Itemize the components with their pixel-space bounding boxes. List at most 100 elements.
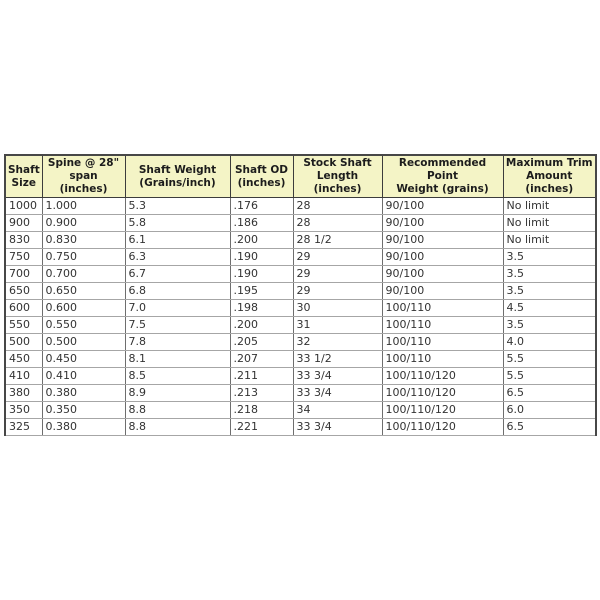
table-cell: 100/110 [381, 299, 504, 317]
table-cell: 0.700 [41, 265, 126, 283]
table-row: 600 0.600 7.0.198 30 100/110 4.5 [4, 299, 597, 317]
table-cell: 830 [4, 231, 43, 249]
table-row: 380 0.380 8.9.213 33 3/4 100/110/120 6.5 [4, 384, 597, 402]
table-cell: 0.410 [41, 367, 126, 385]
table-cell: 90/100 [381, 214, 504, 232]
column-header-shaft-weight: Shaft Weight (Grains/inch) [124, 154, 231, 198]
table-row: 700 0.700 6.7.190 29 90/100 3.5 [4, 265, 597, 283]
table-cell: 1000 [4, 197, 43, 215]
table-cell: 30 [292, 299, 383, 317]
table-cell: 8.8 [124, 401, 231, 419]
table-cell: 900 [4, 214, 43, 232]
table-cell: 29 [292, 265, 383, 283]
table-cell: 600 [4, 299, 43, 317]
table-row: 500 0.500 7.8.205 32 100/110 4.0 [4, 333, 597, 351]
table-cell: .207 [229, 350, 294, 368]
table-cell: 0.650 [41, 282, 126, 300]
table-cell: No limit [502, 231, 597, 249]
table-cell: .221 [229, 418, 294, 436]
table-cell: 3.5 [502, 248, 597, 266]
table-cell: 0.350 [41, 401, 126, 419]
table-row: 410 0.410 8.5.211 33 3/4 100/110/120 5.5 [4, 367, 597, 385]
table-cell: 7.5 [124, 316, 231, 334]
table-cell: 100/110 [381, 333, 504, 351]
table-cell: 6.5 [502, 384, 597, 402]
table-cell: 29 [292, 282, 383, 300]
table-cell: 500 [4, 333, 43, 351]
table-cell: 100/110/120 [381, 418, 504, 436]
table-body: 1000 1.000 5.3.176 28 90/100 No limit 900 0.900… [4, 197, 597, 436]
table-cell: 3.5 [502, 265, 597, 283]
table-cell: 0.450 [41, 350, 126, 368]
column-header-stock-shaft-length: Stock Shaft Length (inches) [292, 154, 383, 198]
table-cell: 0.550 [41, 316, 126, 334]
table-cell: 5.5 [502, 367, 597, 385]
table-header-row: Shaft Size Spine @ 28" span (inches) Sha… [4, 154, 597, 198]
table-row: 750 0.750 6.3.190 29 90/100 3.5 [4, 248, 597, 266]
table-cell: 650 [4, 282, 43, 300]
table-header: Shaft Size Spine @ 28" span (inches) Sha… [4, 154, 597, 198]
column-header-spine: Spine @ 28" span (inches) [41, 154, 126, 198]
table-row: 900 0.900 5.8.186 28 90/100 No limit [4, 214, 597, 232]
table-cell: .190 [229, 265, 294, 283]
table-cell: 3.5 [502, 316, 597, 334]
table-cell: 100/110/120 [381, 384, 504, 402]
table-cell: .195 [229, 282, 294, 300]
table-cell: 350 [4, 401, 43, 419]
table-cell: 0.750 [41, 248, 126, 266]
table-cell: 750 [4, 248, 43, 266]
table-cell: 0.500 [41, 333, 126, 351]
table-cell: .176 [229, 197, 294, 215]
shaft-spec-table-container: Shaft Size Spine @ 28" span (inches) Sha… [4, 154, 599, 436]
table-cell: .200 [229, 231, 294, 249]
table-cell: 100/110 [381, 350, 504, 368]
column-header-shaft-od: Shaft OD (inches) [229, 154, 294, 198]
table-cell: 5.5 [502, 350, 597, 368]
table-cell: 6.1 [124, 231, 231, 249]
table-cell: 100/110 [381, 316, 504, 334]
table-cell: 8.8 [124, 418, 231, 436]
table-row: 450 0.450 8.1.207 33 1/2 100/110 5.5 [4, 350, 597, 368]
table-cell: 380 [4, 384, 43, 402]
table-cell: 33 3/4 [292, 384, 383, 402]
table-cell: 0.380 [41, 384, 126, 402]
table-row: 550 0.550 7.5.200 31 100/110 3.5 [4, 316, 597, 334]
table-cell: 7.8 [124, 333, 231, 351]
table-cell: 3.5 [502, 282, 597, 300]
table-cell: No limit [502, 214, 597, 232]
table-cell: .218 [229, 401, 294, 419]
table-cell: 410 [4, 367, 43, 385]
table-cell: 4.0 [502, 333, 597, 351]
table-cell: 28 [292, 214, 383, 232]
table-cell: 6.8 [124, 282, 231, 300]
table-cell: 450 [4, 350, 43, 368]
table-row: 325 0.380 8.8.221 33 3/4 100/110/120 6.5 [4, 418, 597, 436]
table-cell: 6.5 [502, 418, 597, 436]
table-cell: .205 [229, 333, 294, 351]
table-cell: No limit [502, 197, 597, 215]
table-cell: 5.3 [124, 197, 231, 215]
table-cell: 32 [292, 333, 383, 351]
table-cell: 325 [4, 418, 43, 436]
table-cell: 8.9 [124, 384, 231, 402]
table-cell: 0.900 [41, 214, 126, 232]
table-cell: 28 [292, 197, 383, 215]
table-row: 350 0.350 8.8.218 34 100/110/120 6.0 [4, 401, 597, 419]
table-cell: 90/100 [381, 282, 504, 300]
table-cell: 31 [292, 316, 383, 334]
table-cell: 6.0 [502, 401, 597, 419]
table-cell: .200 [229, 316, 294, 334]
table-cell: 29 [292, 248, 383, 266]
table-cell: 6.7 [124, 265, 231, 283]
table-cell: 550 [4, 316, 43, 334]
table-cell: 1.000 [41, 197, 126, 215]
column-header-shaft-size: Shaft Size [4, 154, 43, 198]
table-row: 650 0.650 6.8.195 29 90/100 3.5 [4, 282, 597, 300]
table-cell: 6.3 [124, 248, 231, 266]
table-cell: 700 [4, 265, 43, 283]
table-cell: 0.380 [41, 418, 126, 436]
table-cell: 34 [292, 401, 383, 419]
table-cell: 0.830 [41, 231, 126, 249]
table-cell: 90/100 [381, 265, 504, 283]
table-cell: .198 [229, 299, 294, 317]
